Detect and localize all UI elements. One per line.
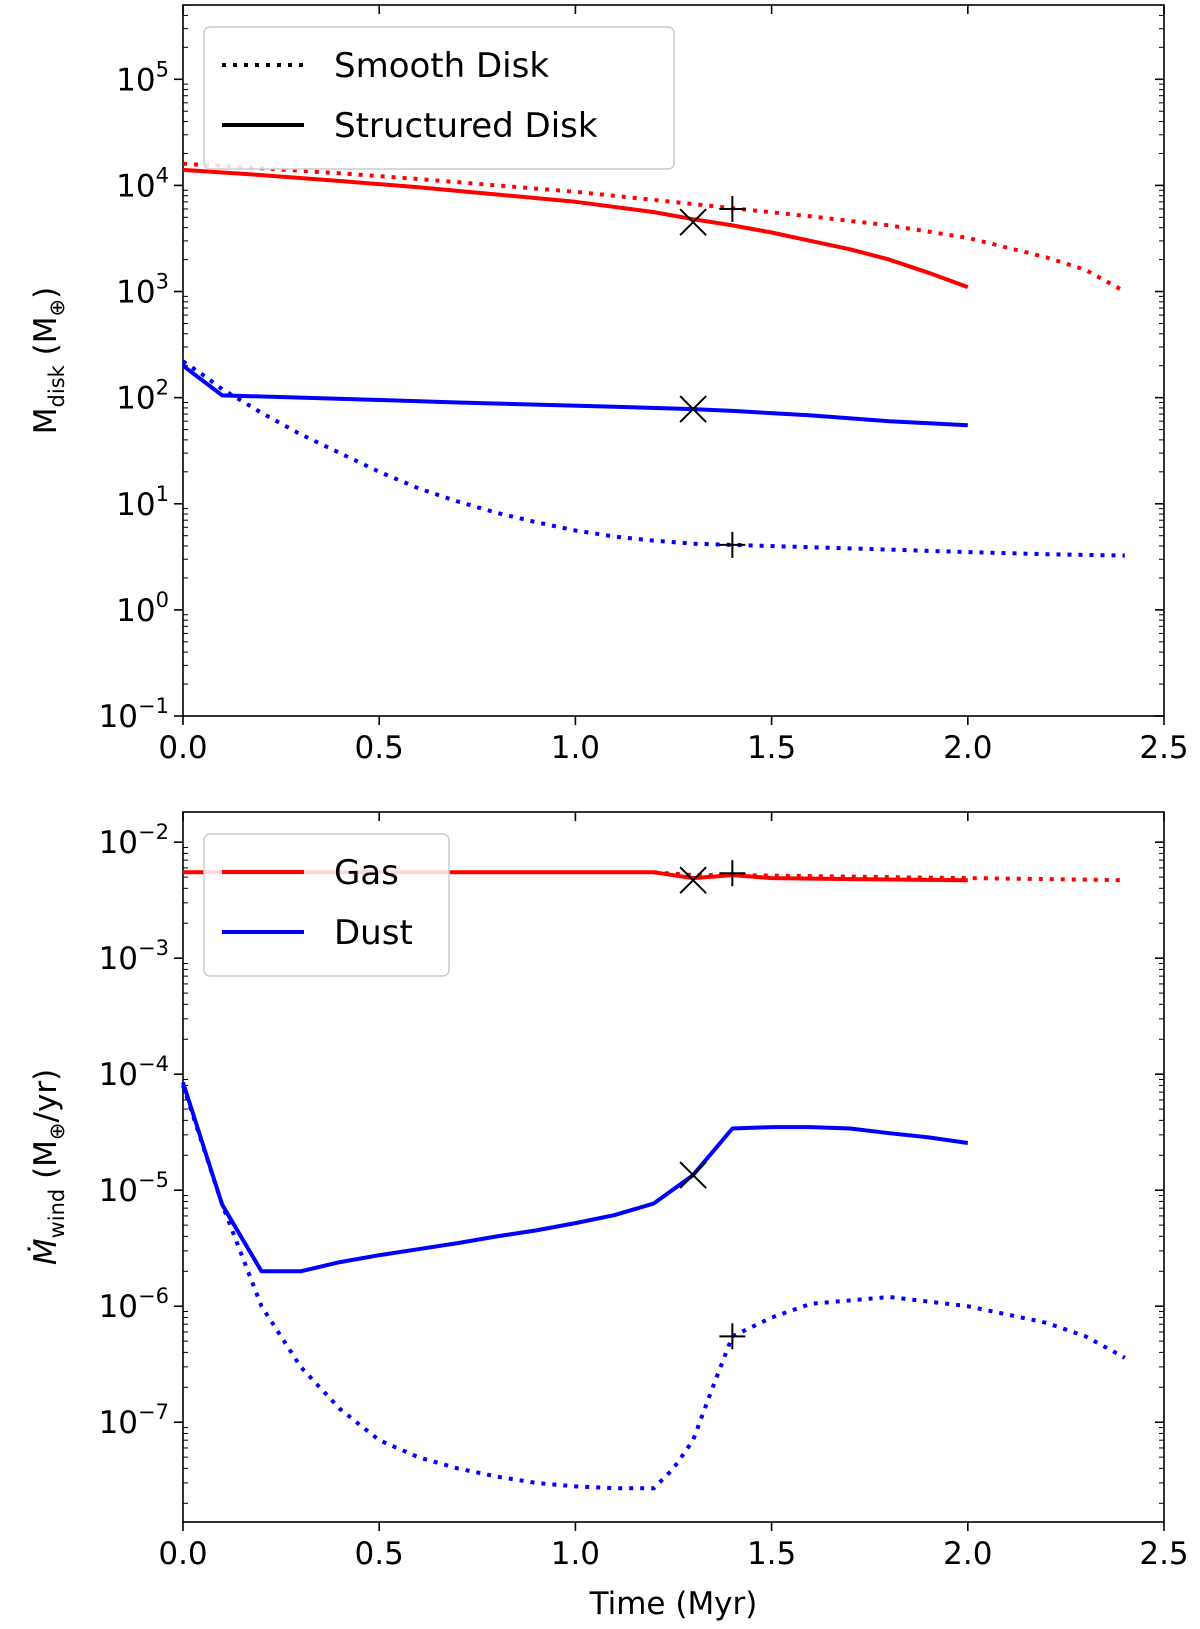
legend-box [203,833,450,977]
axes-frame [182,811,1165,1523]
y-axis-label-unit-subscript: ⊕ [45,1122,69,1140]
series-gas-smooth-line [653,870,1125,883]
x-tick-label: 1.0 [551,1536,600,1572]
x-marker [679,208,707,236]
x-tick-label: 0.0 [158,730,207,766]
y-tick-label: 101 [116,482,169,523]
plus-marker [719,1323,746,1350]
x-tick-label: 2.0 [943,730,992,766]
y-axis-label-subscript: disk [45,364,69,407]
x-marker-stroke [679,866,707,894]
y-axis-label-unit-subscript: ⊕ [45,299,69,317]
y-tick-label: 10−3 [99,936,169,977]
x-tick-label: 1.5 [747,1536,796,1572]
legend-box [203,26,675,170]
series-dust-smooth-line [181,359,1125,558]
x-tick-label: 0.5 [355,730,404,766]
legend-label: Structured Disk [334,106,598,146]
series-dust-smooth-line [181,1084,1126,1491]
x-marker [679,1161,707,1189]
series-dust-structured-line [181,1081,969,1274]
x-tick-label: 0.0 [158,1536,207,1572]
legend-label: Smooth Disk [334,46,549,86]
x-marker [679,395,707,423]
y-tick-label: 10−4 [99,1052,169,1093]
y-tick-label: 100 [116,588,169,629]
y-axis-label-unit: (M [28,1140,64,1189]
y-tick-label: 10−6 [99,1284,169,1325]
x-tick-label: 1.5 [747,730,796,766]
x-marker [679,866,707,894]
top-panel-mdisk: 10−1 100 101 102 103 104 105 0.0 0.5 1.0 1.5 2.0 2.5… [28,4,1189,766]
y-axis-label-close: ) [28,287,64,299]
x-tick-label: 0.5 [355,1536,404,1572]
plus-marker [719,531,746,558]
y-tick-label: 103 [116,270,169,311]
y-tick-label: 102 [116,376,169,417]
y-axis-label-main: Ṁ [28,1238,64,1265]
axes-frame [182,4,1165,717]
y-tick-label: 10−7 [99,1400,169,1441]
y-axis-label-close: /yr) [28,1069,64,1123]
x-axis-label: Time (Myr) [589,1586,758,1622]
x-marker-stroke [679,208,707,236]
x-tick-label: 2.5 [1139,730,1188,766]
y-tick-label: 10−5 [99,1168,169,1209]
plus-marker [719,860,746,887]
y-tick-label: 105 [116,57,169,98]
x-tick-label: 1.0 [551,730,600,766]
x-marker-stroke [679,1161,707,1189]
y-axis-label-main: M [28,407,64,434]
y-axis-label: Ṁwind (M⊕/yr) [28,1069,69,1265]
y-tick-label: 10−1 [99,694,169,735]
series-gas-structured-line [182,167,969,289]
y-tick-label: 104 [116,163,169,204]
y-tick-label: 10−2 [99,820,169,861]
y-axis-label-subscript: wind [45,1189,69,1239]
legend-label: Dust [334,913,413,953]
x-marker-stroke [679,395,707,423]
bottom-panel-mwind: 10−7 10−6 10−5 10−4 10−3 10−2 0.0 0.5 1.0 1.5 2.0 2… [28,811,1189,1622]
y-axis-label: Mdisk (M⊕) [28,287,69,434]
series-dust-structured-line [181,364,968,428]
legend-label: Gas [334,853,399,893]
series-gas-smooth-line [182,161,1126,294]
x-tick-label: 2.0 [943,1536,992,1572]
y-axis-label-unit: (M [28,316,64,365]
plus-marker [719,195,746,222]
x-tick-label: 2.5 [1139,1536,1188,1572]
